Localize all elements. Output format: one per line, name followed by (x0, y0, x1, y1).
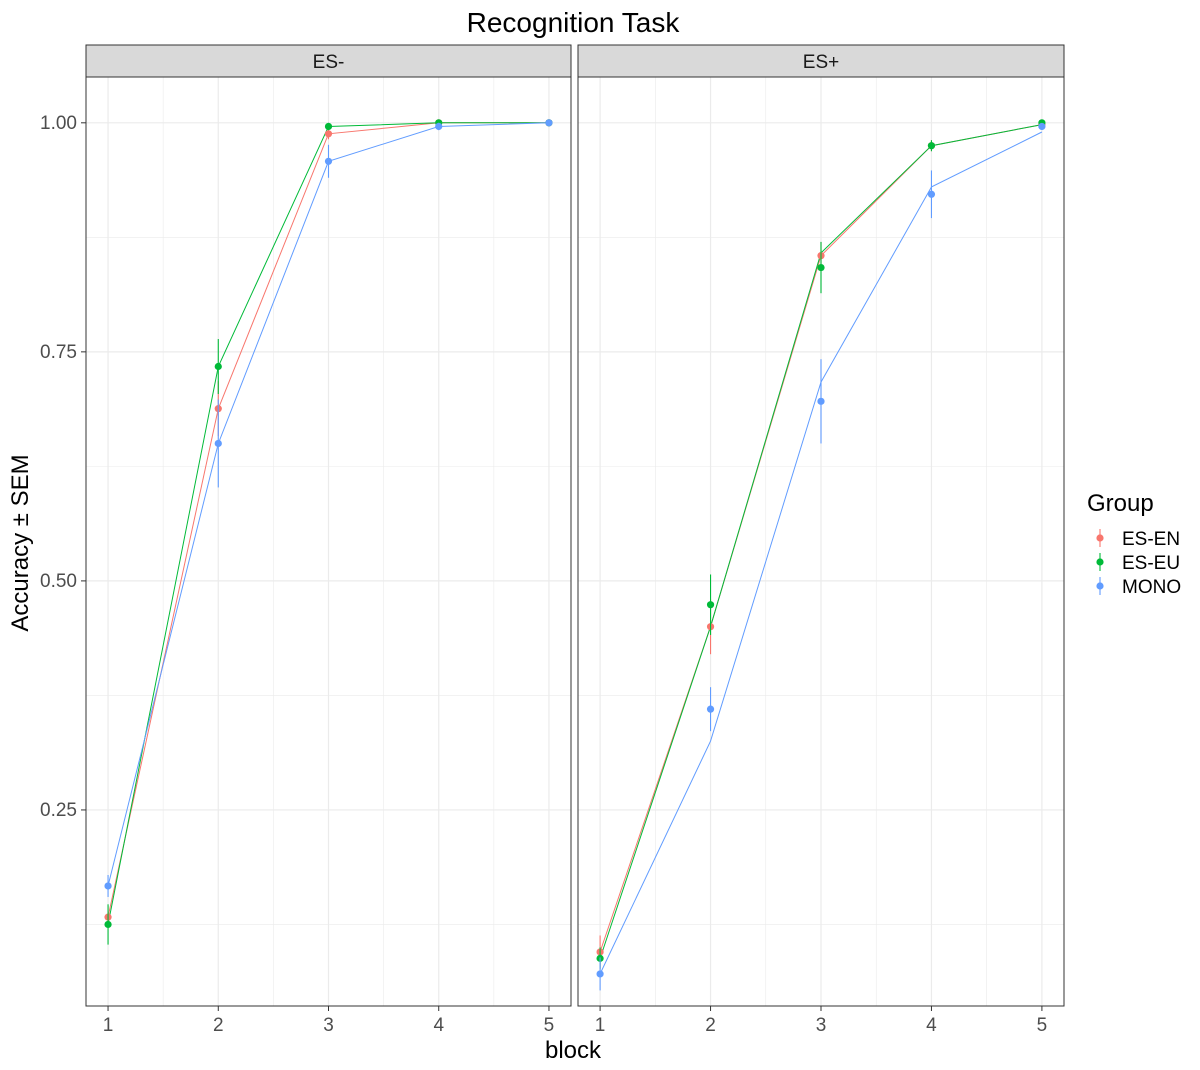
data-point-mono (706, 705, 715, 713)
data-point-es-eu (324, 122, 333, 131)
panel-strip-label: ES+ (803, 52, 839, 73)
data-point-mono (545, 119, 553, 127)
data-point-mono (1038, 122, 1046, 131)
data-point-es-eu (817, 263, 825, 272)
data-point-es-eu (706, 601, 715, 609)
panel-strip (577, 44, 1065, 78)
x-axis-label: block (545, 1037, 602, 1064)
data-point-mono (596, 970, 604, 978)
legend-key-point (1096, 582, 1104, 590)
legend-label: ES-EN (1122, 529, 1180, 550)
panel-2: ES+ 1 2 3 4 5 (577, 44, 1065, 1036)
x-tick-label: 3 (323, 1015, 334, 1036)
legend-key-point (1096, 558, 1104, 566)
y-axis-label: Accuracy ± SEM (7, 454, 34, 631)
panel-strip-label: ES- (313, 52, 345, 73)
x-tick-label: 1 (103, 1015, 114, 1036)
legend-label: MONO (1122, 577, 1181, 598)
y-tick-label: 0.50 (40, 571, 77, 592)
x-tick-label: 4 (926, 1015, 937, 1036)
y-tick-label: 0.25 (40, 800, 77, 821)
legend-item-es-en: ES-EN (1096, 529, 1180, 550)
x-tick-label: 2 (705, 1015, 716, 1036)
legend-key-point (1096, 534, 1104, 542)
x-tick-label: 5 (544, 1015, 555, 1036)
x-tick-label: 5 (1037, 1015, 1048, 1036)
legend-label: ES-EU (1122, 553, 1180, 574)
x-tick-label: 2 (213, 1015, 224, 1036)
panels: ES- 1 2 3 4 5 0.25 0.50 0.75 1.00 ES+ 1 2 3 4 5 (40, 44, 1065, 1036)
x-tick-label: 4 (433, 1015, 444, 1036)
y-tick-label: 1.00 (40, 113, 77, 134)
x-tick-label: 3 (816, 1015, 827, 1036)
data-point-mono (435, 122, 443, 131)
data-point-mono (104, 882, 112, 890)
legend-item-es-eu: ES-EU (1096, 553, 1180, 574)
data-point-mono (817, 397, 825, 405)
x-tick-label: 1 (595, 1015, 606, 1036)
data-point-es-eu (214, 362, 222, 371)
y-tick-label: 0.75 (40, 342, 77, 363)
data-point-es-en (324, 130, 333, 138)
legend-item-mono: MONO (1096, 577, 1181, 598)
data-point-mono (927, 190, 936, 198)
panel-1: ES- 1 2 3 4 5 0.25 0.50 0.75 1.00 (40, 44, 572, 1036)
data-point-es-eu (104, 920, 112, 929)
data-point-es-eu (927, 142, 936, 150)
data-point-mono (324, 157, 333, 165)
data-point-mono (214, 439, 222, 448)
legend-title: Group (1087, 490, 1154, 517)
panel-strip (85, 44, 572, 78)
chart-title: Recognition Task (467, 7, 681, 38)
legend: Group ES-EN ES-EU MONO (1087, 490, 1181, 598)
